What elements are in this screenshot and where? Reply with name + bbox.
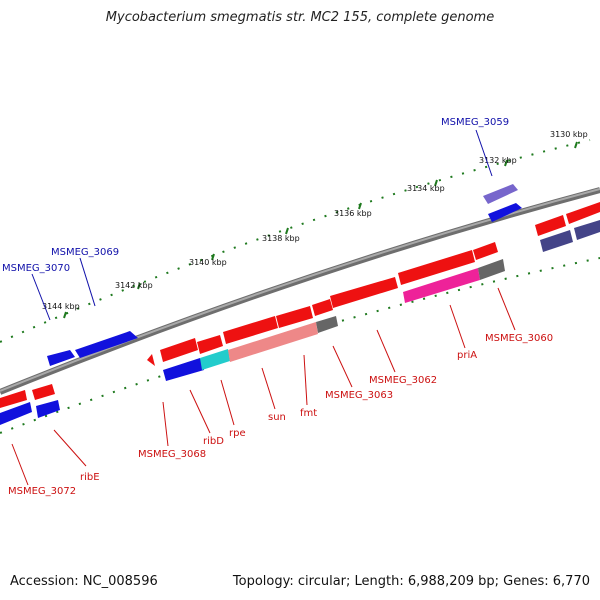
leader-ribd xyxy=(189,389,211,434)
topology-summary: Topology: circular; Length: 6,988,209 bp… xyxy=(232,574,590,589)
gene-reverse-top-right[interactable] xyxy=(488,203,522,222)
tick-label: 3136 kbp xyxy=(334,209,372,218)
genome-backbone xyxy=(0,187,600,395)
tick-label: 3142 kbp xyxy=(115,281,153,290)
gene-msmeg-3060[interactable] xyxy=(478,259,505,280)
tick-labels: 3130 kbp 3132 kbp 3134 kbp 3136 kbp 3138… xyxy=(42,130,588,311)
leader-fmt xyxy=(303,354,308,406)
gene-forward-5[interactable] xyxy=(312,299,333,316)
tick-3132 xyxy=(504,159,508,167)
gene-forward-7[interactable] xyxy=(398,250,475,285)
forward-gene-labels: MSMEG_3060 priA MSMEG_3062 MSMEG_3063 fm… xyxy=(8,333,553,497)
gene-forward-4[interactable] xyxy=(276,306,313,328)
tick-3130 xyxy=(574,141,578,149)
reverse-leaders xyxy=(31,129,493,321)
tick-3144 xyxy=(63,311,67,319)
tick-3134 xyxy=(434,179,438,187)
tick-label: 3132 kbp xyxy=(479,156,517,165)
tick-label: 3140 kbp xyxy=(189,258,227,267)
leader-msmeg-3062 xyxy=(376,329,396,373)
gene-label-msmeg-3070[interactable]: MSMEG_3070 xyxy=(2,263,70,274)
gene-right-dark-1[interactable] xyxy=(540,230,573,252)
gene-msmeg-3070[interactable] xyxy=(47,350,75,366)
leader-msmeg-3072 xyxy=(11,443,29,486)
backbone-highlight xyxy=(0,188,600,392)
tick-label: 3130 kbp xyxy=(550,130,588,139)
gene-pria[interactable] xyxy=(403,268,480,303)
gene-forward-8[interactable] xyxy=(473,242,498,260)
gene-label-fmt[interactable]: fmt xyxy=(300,408,317,419)
tick-label: 3134 kbp xyxy=(407,184,445,193)
leader-ribe xyxy=(53,429,87,467)
gene-forward-2[interactable] xyxy=(197,335,223,354)
gene-forward-right-2[interactable] xyxy=(566,202,600,224)
leader-msmeg-3059 xyxy=(475,129,493,177)
major-ticks xyxy=(63,141,578,319)
tick-3140 xyxy=(211,253,215,261)
leader-msmeg-3060 xyxy=(497,287,516,331)
tick-label: 3144 kbp xyxy=(42,302,80,311)
gene-label-msmeg-3062[interactable]: MSMEG_3062 xyxy=(369,375,437,386)
gene-sun[interactable] xyxy=(228,322,318,362)
gene-label-ribd[interactable]: ribD xyxy=(203,436,224,447)
gene-fmt[interactable] xyxy=(316,316,338,333)
leader-msmeg-3069 xyxy=(79,257,96,307)
gene-label-msmeg-3069[interactable]: MSMEG_3069 xyxy=(51,247,119,258)
tick-3142 xyxy=(137,282,141,290)
leader-pria xyxy=(449,304,466,349)
gene-label-msmeg-3060[interactable]: MSMEG_3060 xyxy=(485,333,553,344)
inner-colored-genes xyxy=(200,259,505,370)
gene-msmeg-3069[interactable] xyxy=(75,331,138,358)
leader-msmeg-3070 xyxy=(31,273,51,321)
gene-left-reverse[interactable] xyxy=(0,402,32,425)
leader-msmeg-3068 xyxy=(162,401,169,447)
gene-msmeg-3068-reverse[interactable] xyxy=(163,358,204,381)
gene-forward-1[interactable] xyxy=(160,338,198,362)
accession-label: Accession: NC_008596 xyxy=(10,574,158,589)
gene-label-pria[interactable]: priA xyxy=(457,350,477,361)
gene-right-dark-2[interactable] xyxy=(574,220,600,240)
gene-forward-left-1[interactable] xyxy=(0,390,27,408)
gene-label-rpe[interactable]: rpe xyxy=(229,428,246,439)
gene-msmeg-3059[interactable] xyxy=(483,184,518,204)
gene-forward-small[interactable] xyxy=(147,354,155,366)
tick-label: 3138 kbp xyxy=(262,234,300,243)
leader-msmeg-3063 xyxy=(332,345,353,388)
gene-label-msmeg-3072[interactable]: MSMEG_3072 xyxy=(8,486,76,497)
reverse-gene-labels: MSMEG_3059 MSMEG_3069 MSMEG_3070 xyxy=(2,117,509,274)
forward-leaders xyxy=(11,287,516,486)
gene-forward-3[interactable] xyxy=(223,316,278,344)
leader-sun xyxy=(261,367,276,410)
reverse-strand-genes xyxy=(0,184,600,425)
gene-label-msmeg-3063[interactable]: MSMEG_3063 xyxy=(325,390,393,401)
tick-3138 xyxy=(285,227,289,235)
gene-rpe[interactable] xyxy=(200,349,230,370)
forward-strand-genes xyxy=(0,202,600,408)
map-title: Mycobacterium smegmatis str. MC2 155, co… xyxy=(105,10,495,25)
gene-forward-6[interactable] xyxy=(330,277,398,308)
gene-label-sun[interactable]: sun xyxy=(268,412,286,423)
gene-left-reverse-2[interactable] xyxy=(36,400,60,418)
gene-label-ribe[interactable]: ribE xyxy=(80,472,100,483)
gene-label-msmeg-3059[interactable]: MSMEG_3059 xyxy=(441,117,509,128)
gene-forward-right-1[interactable] xyxy=(535,215,566,236)
tick-3136 xyxy=(358,202,362,210)
leader-rpe xyxy=(220,379,235,426)
gene-forward-left-2[interactable] xyxy=(32,384,55,400)
gene-label-msmeg-3068[interactable]: MSMEG_3068 xyxy=(138,449,206,460)
